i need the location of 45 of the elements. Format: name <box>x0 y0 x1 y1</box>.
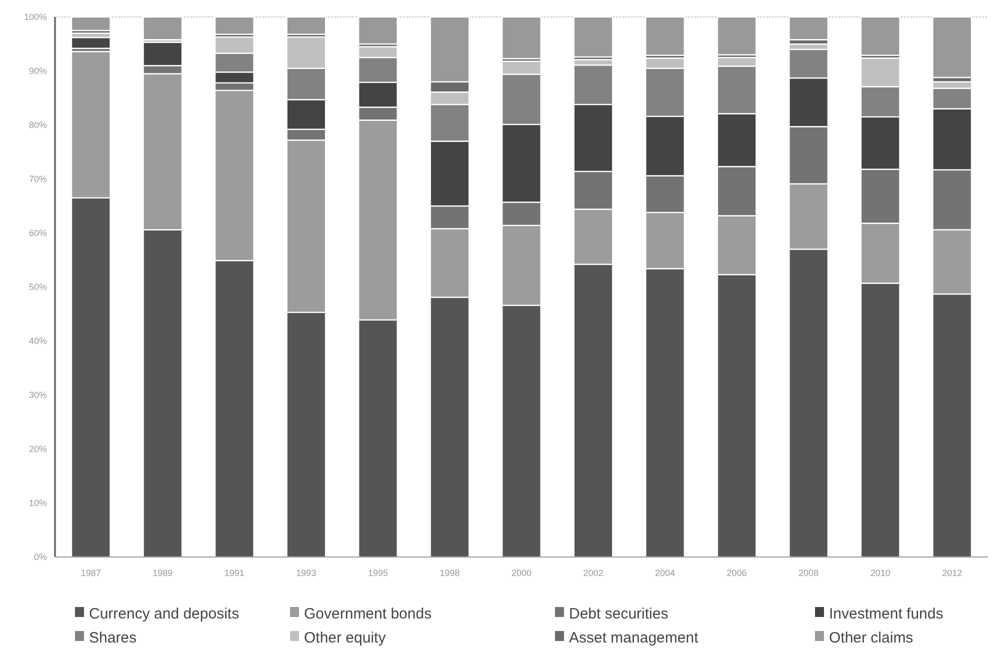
x-tick-label: 1987 <box>80 568 101 578</box>
bar <box>358 16 398 45</box>
legend-label: Other claims <box>829 629 914 646</box>
y-tick-label: 90% <box>28 66 47 76</box>
legend-label: Asset management <box>569 629 700 646</box>
y-tick-label: 30% <box>28 390 47 400</box>
y-tick-label: 60% <box>28 228 47 238</box>
x-tick-label: 2000 <box>511 568 532 578</box>
x-tick-label: 2004 <box>655 568 676 578</box>
x-tick-label: 2008 <box>798 568 819 578</box>
bar <box>70 16 111 32</box>
legend-label: Shares <box>89 629 137 646</box>
legend-label: Debt securities <box>569 605 668 622</box>
x-tick-label: 1991 <box>224 568 244 578</box>
bar <box>142 16 183 40</box>
bar <box>716 16 757 56</box>
y-tick-label: 80% <box>28 120 47 130</box>
x-tick-label: 2010 <box>870 568 890 578</box>
y-tick-label: 20% <box>28 444 47 454</box>
bar <box>286 16 326 35</box>
bar <box>214 16 254 35</box>
y-tick-label: 50% <box>28 282 47 292</box>
x-tick-label: 1998 <box>440 568 460 578</box>
x-tick-label: 1989 <box>152 568 173 578</box>
y-tick-label: 40% <box>28 336 47 346</box>
legend-label: Government bonds <box>304 605 432 622</box>
legend-label: Currency and deposits <box>89 605 240 622</box>
y-tick-label: 70% <box>28 174 47 184</box>
bar <box>573 16 614 58</box>
x-tick-label: 2002 <box>583 568 604 578</box>
legend-label: Investment funds <box>829 605 944 622</box>
x-tick-label: 1995 <box>368 568 388 578</box>
bar <box>788 16 829 40</box>
legend-label: Other equity <box>304 629 386 646</box>
bar <box>645 16 686 56</box>
y-tick-label: 10% <box>28 498 47 508</box>
bar <box>860 16 900 56</box>
bar <box>70 36 111 49</box>
y-tick-label: 0% <box>34 552 47 562</box>
bar <box>502 16 542 60</box>
x-tick-label: 1993 <box>296 568 316 578</box>
bar <box>932 16 972 78</box>
x-tick-label: 2012 <box>942 568 962 578</box>
x-tick-label: 2006 <box>726 568 747 578</box>
y-tick-label: 100% <box>24 12 47 22</box>
